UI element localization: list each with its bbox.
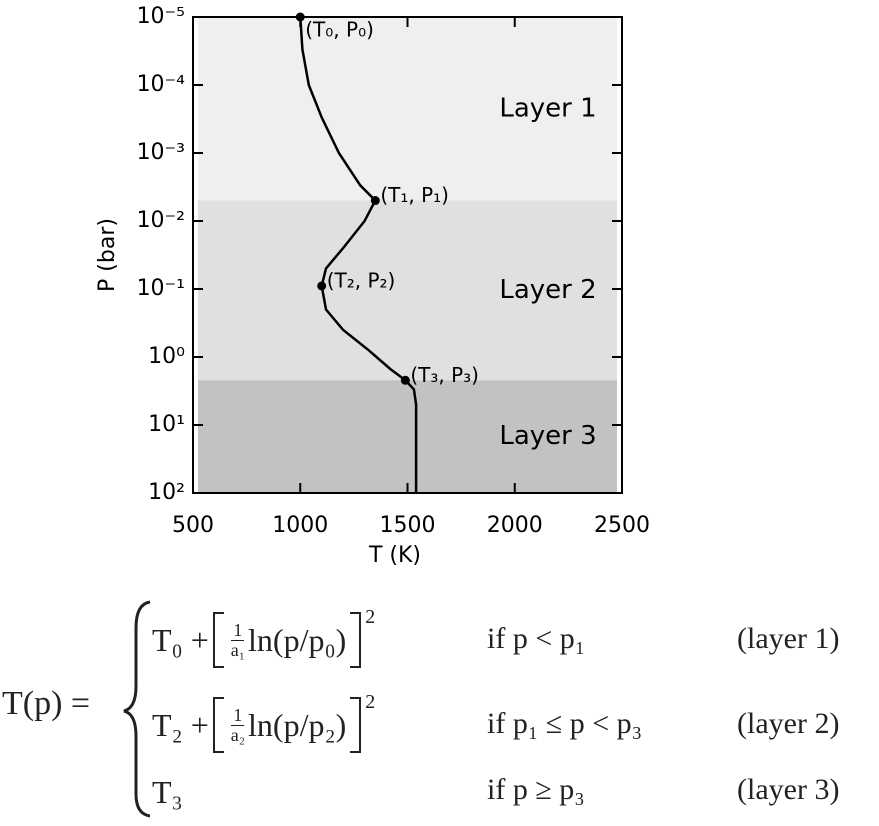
layer-band — [198, 200, 617, 381]
point-label: (T₂, P₂) — [327, 268, 396, 292]
point — [317, 281, 327, 291]
numerator: 1 — [231, 619, 245, 641]
profile-line — [299, 16, 418, 493]
equation-lhs: T(p) = — [2, 685, 91, 722]
condition: if p ≥ p₃ — [487, 773, 585, 806]
x-tick-label: 500 — [172, 513, 214, 538]
y-tick-label: 10² — [148, 480, 185, 505]
point-label: (T₃, P₃) — [410, 363, 479, 387]
log-term: ln(p/p₀) — [248, 621, 347, 658]
y-tick-label: 10⁻⁴ — [137, 72, 186, 97]
brace — [123, 600, 151, 818]
condition: if p < p₁ — [487, 622, 586, 655]
point — [295, 12, 305, 22]
x-tick-label: 2000 — [487, 513, 543, 538]
fraction: 1 a₂ — [230, 704, 246, 745]
y-tick-label: 10¹ — [148, 412, 185, 437]
point-label: (T₀, P₀) — [305, 18, 374, 42]
case-label: (layer 1) — [737, 622, 840, 655]
layer-label: Layer 2 — [499, 275, 596, 305]
numerator: 1 — [231, 704, 245, 726]
chart: Layer 1 Layer 2 Layer 3 500 1000 1500 2000 2500… — [95, 4, 650, 568]
y-tick-label: 10⁻⁵ — [137, 4, 185, 29]
x-tick-label: 1000 — [272, 513, 328, 538]
equation: T(p) = T₀ + 1 a₁ ln(p/p₀) 2 if p < p₁ (la… — [0, 580, 879, 826]
case-row: T₃ — [152, 762, 183, 822]
term: T₀ + — [152, 621, 209, 658]
x-tick-label: 1500 — [380, 513, 436, 538]
y-tick-label: 10⁻¹ — [137, 276, 185, 301]
log-term: ln(p/p₂) — [248, 706, 347, 743]
case-row: T₀ + 1 a₁ ln(p/p₀) 2 — [152, 606, 375, 670]
condition: if p₁ ≤ p < p₃ — [487, 707, 643, 740]
bracket — [350, 612, 362, 668]
term: T₂ + — [152, 706, 209, 743]
case-label: (layer 2) — [737, 707, 840, 740]
bracket — [350, 697, 362, 753]
layer-label: Layer 1 — [499, 93, 596, 123]
y-tick-label: 10⁻² — [137, 208, 185, 233]
y-tick-label: 10⁻³ — [137, 140, 185, 165]
y-tick-label: 10⁰ — [148, 344, 185, 369]
layer-label: Layer 3 — [499, 421, 596, 451]
layer-band — [198, 380, 617, 493]
power: 2 — [365, 691, 376, 713]
layer-band — [198, 17, 617, 201]
point — [370, 196, 380, 206]
case-label: (layer 3) — [737, 773, 840, 806]
x-axis-label: T (K) — [368, 543, 421, 568]
point — [400, 375, 410, 385]
power: 2 — [365, 606, 376, 628]
case-row: T₂ + 1 a₂ ln(p/p₂) 2 — [152, 691, 375, 755]
bracket — [212, 612, 224, 668]
y-axis-label: P (bar) — [95, 218, 120, 292]
term: T₃ — [152, 773, 183, 810]
bracket — [212, 697, 224, 753]
point-label: (T₁, P₁) — [380, 183, 449, 207]
fraction: 1 a₁ — [230, 619, 246, 660]
denominator: a₁ — [230, 639, 246, 660]
x-tick-label: 2500 — [594, 513, 650, 538]
denominator: a₂ — [230, 724, 246, 745]
